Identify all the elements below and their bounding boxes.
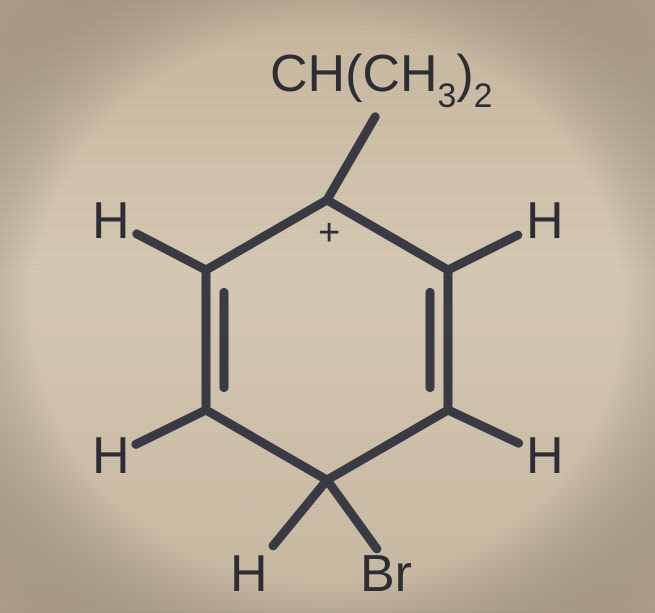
charge-plus: +	[318, 214, 340, 252]
hydrogen-label-bottom: H	[230, 548, 268, 600]
hydrogen-label-bottom-right: H	[526, 430, 564, 482]
substituent-label-isopropyl: CH(CH3)2	[270, 48, 492, 109]
hydrogen-label-top-right: H	[526, 195, 564, 247]
hydrogen-label-bottom-left: H	[92, 430, 130, 482]
hydrogen-label-top-left: H	[92, 195, 130, 247]
bromine-label: Br	[360, 548, 412, 600]
